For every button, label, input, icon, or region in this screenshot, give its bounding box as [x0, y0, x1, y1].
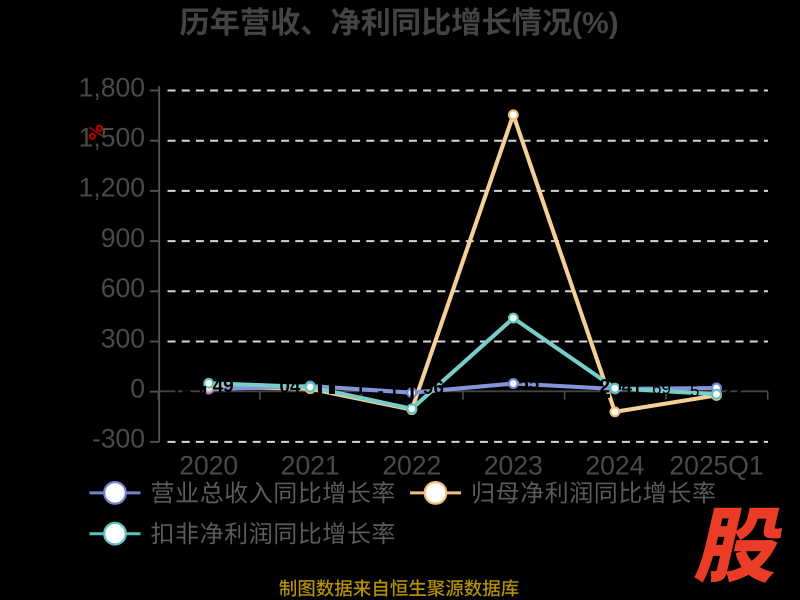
svg-text:1,500: 1,500 [79, 123, 145, 153]
svg-text:600: 600 [101, 273, 145, 303]
svg-text:300: 300 [101, 323, 145, 353]
svg-text:5: 5 [690, 382, 699, 401]
svg-text:2020: 2020 [179, 450, 238, 480]
svg-text:2: 2 [600, 377, 611, 398]
svg-text:15.4: 15.4 [171, 384, 208, 405]
svg-text:1,800: 1,800 [79, 72, 145, 102]
svg-text:2024: 2024 [585, 450, 644, 480]
svg-text:-: - [378, 382, 384, 403]
svg-text:96: 96 [423, 378, 444, 399]
svg-text:22: 22 [723, 381, 744, 402]
svg-text:69: 69 [652, 379, 671, 398]
svg-text:-300: -300 [92, 424, 145, 454]
svg-text:04: 04 [279, 377, 301, 398]
svg-text:2025Q1: 2025Q1 [669, 450, 763, 480]
svg-text:2023: 2023 [484, 450, 543, 480]
svg-text:2021: 2021 [281, 450, 340, 480]
svg-text:2022: 2022 [382, 450, 441, 480]
svg-text:0: 0 [130, 374, 145, 404]
svg-text:900: 900 [101, 223, 145, 253]
svg-text:(%): (%) [572, 7, 619, 40]
svg-text:49: 49 [213, 376, 234, 397]
svg-text:4: 4 [622, 377, 633, 398]
svg-text:55: 55 [518, 374, 540, 395]
svg-text:1,200: 1,200 [79, 173, 145, 203]
